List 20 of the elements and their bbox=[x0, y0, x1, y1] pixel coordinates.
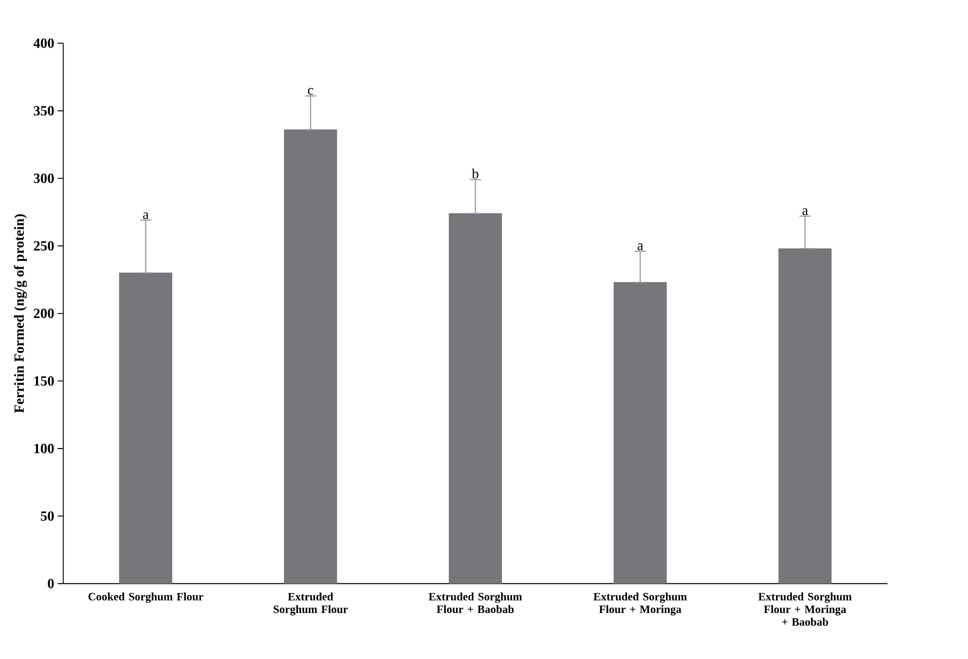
annotation: a bbox=[638, 244, 644, 250]
x-tick-label: Extruded Sorghum Flour + Baobab bbox=[428, 592, 522, 614]
y-tick-label: 50 bbox=[40, 511, 54, 521]
y-tick-label: 100 bbox=[34, 444, 54, 454]
y-axis-title: Ferritin Formed (ng/g of protein) bbox=[14, 214, 27, 414]
y-tick-label: 400 bbox=[33, 38, 54, 48]
y-tick-label: 300 bbox=[34, 174, 54, 184]
x-tick-label: Extruded Sorghum Flour + Moringa + Baobab bbox=[758, 592, 852, 626]
annotation: a bbox=[143, 212, 149, 220]
y-tick-label: 0 bbox=[48, 578, 54, 588]
x-tick-label: Cooked Sorghum Flour bbox=[88, 592, 204, 603]
y-tick-label: 200 bbox=[34, 308, 54, 318]
annotation: c bbox=[308, 88, 314, 95]
x-tick-label: Extruded Sorghum Flour bbox=[274, 592, 348, 616]
x-tick-label: Extruded Sorghum Flour + Moringa bbox=[594, 592, 687, 616]
y-tick-label: 150 bbox=[34, 376, 54, 386]
annotation: b bbox=[472, 168, 478, 179]
annotation: a bbox=[802, 208, 808, 216]
y-tick-label: 350 bbox=[34, 106, 54, 116]
y-tick-label: 250 bbox=[34, 241, 54, 251]
